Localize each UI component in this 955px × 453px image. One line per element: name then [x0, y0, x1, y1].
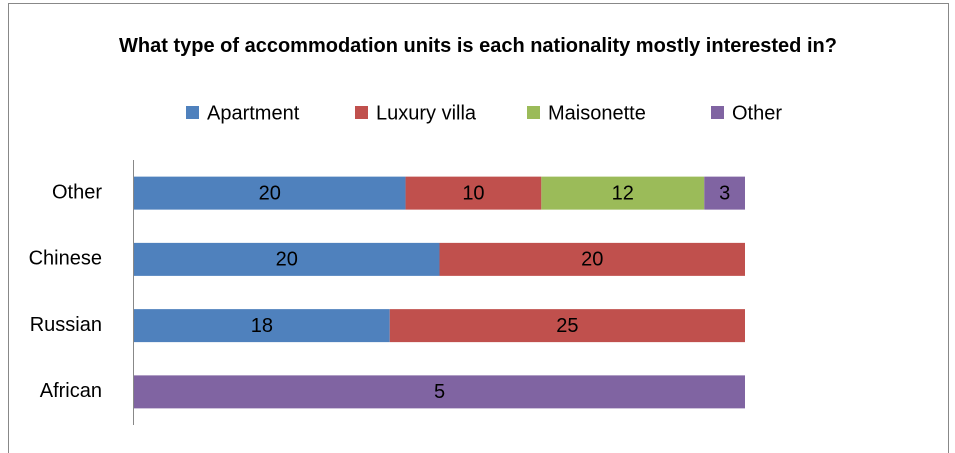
frame	[8, 3, 949, 453]
bar-segment	[134, 375, 745, 409]
bar-segment	[704, 176, 745, 210]
legend-swatch	[186, 106, 199, 119]
bar-segment	[541, 176, 705, 210]
chart-title: What type of accommodation units is each…	[119, 35, 837, 57]
data-label: 20	[276, 249, 298, 271]
bar-segment	[389, 309, 745, 343]
bar-segment	[439, 242, 745, 276]
y-tick-label: Other	[52, 181, 102, 203]
y-tick-label: Chinese	[29, 248, 102, 270]
legend-swatch	[711, 106, 724, 119]
legend-label: Maisonette	[548, 102, 646, 124]
legend-label: Other	[732, 102, 782, 124]
data-label: 12	[612, 182, 634, 204]
legend-label: Luxury villa	[376, 102, 477, 124]
data-label: 20	[581, 249, 603, 271]
data-label: 25	[556, 315, 578, 337]
legend-label: Apartment	[207, 102, 300, 124]
data-label: 5	[434, 381, 445, 403]
data-label: 10	[462, 182, 484, 204]
legend-swatch	[527, 106, 540, 119]
data-label: 20	[259, 182, 281, 204]
bar-segment	[405, 176, 542, 210]
legend-swatch	[355, 106, 368, 119]
data-label: 3	[719, 182, 730, 204]
bar-segment	[134, 176, 406, 210]
y-tick-label: Russian	[30, 314, 102, 336]
data-label: 18	[251, 315, 273, 337]
bar-segment	[134, 309, 390, 343]
y-tick-label: African	[40, 380, 102, 402]
bar-segment	[134, 242, 440, 276]
